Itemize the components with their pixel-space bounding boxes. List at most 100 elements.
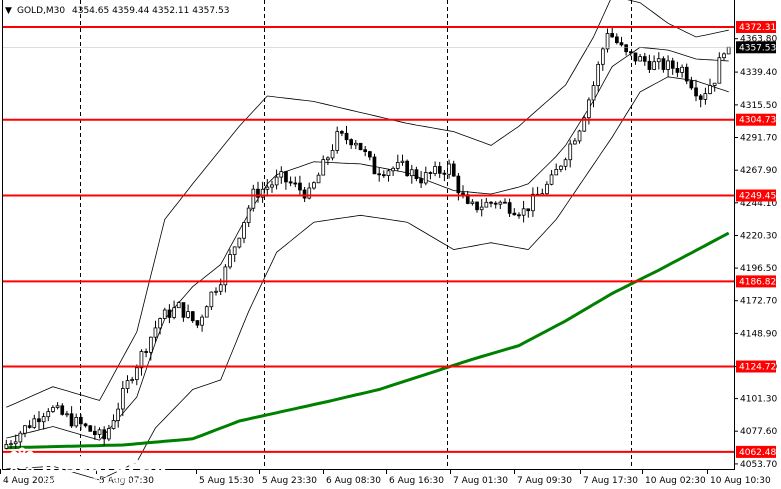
candle-body — [652, 61, 657, 70]
candle-body — [498, 201, 503, 205]
candle — [726, 46, 731, 55]
candle — [27, 420, 32, 429]
candle-body — [512, 212, 517, 216]
time-tick-label: 10 Aug 10:30 — [710, 476, 771, 486]
candle — [489, 201, 493, 208]
candle-body — [400, 160, 405, 163]
candle-body — [391, 167, 396, 172]
candle — [638, 53, 643, 62]
candle — [162, 307, 167, 320]
candle — [619, 36, 624, 47]
candle — [181, 302, 186, 322]
level-label-box — [736, 113, 776, 126]
candle — [610, 26, 615, 38]
candle-body — [680, 66, 684, 73]
candle — [559, 165, 563, 173]
candle — [51, 405, 55, 413]
candle — [423, 166, 428, 186]
price-tick-label: 4196.50 — [740, 264, 777, 274]
candle — [358, 142, 363, 151]
candle — [316, 172, 321, 184]
candle — [633, 52, 638, 65]
level-label-text: 4372.31 — [739, 23, 776, 33]
candle-body — [237, 237, 242, 248]
candle — [298, 175, 302, 196]
candle-body — [190, 311, 195, 322]
candle-body — [344, 132, 349, 141]
candle-body — [74, 416, 79, 427]
level-label-box — [736, 445, 776, 458]
candle-body — [88, 425, 93, 432]
candle-body — [601, 48, 605, 65]
candle-body — [451, 163, 456, 177]
candle-body — [493, 202, 498, 205]
candle-body — [461, 192, 465, 196]
candle-body — [298, 182, 302, 191]
candle — [344, 125, 349, 145]
time-tick-label: 4 Aug 2025 — [3, 476, 55, 486]
header-arrow-icon[interactable]: ▼ — [5, 6, 12, 16]
candle-body — [60, 405, 65, 415]
candle-body — [726, 46, 731, 55]
candle-body — [321, 159, 326, 176]
candle — [717, 52, 722, 84]
upper-band-line — [6, 0, 729, 408]
candle — [596, 61, 601, 92]
level-label-text: 4249.45 — [739, 192, 776, 202]
price-tick-label: 4267.90 — [740, 166, 777, 176]
candle — [708, 78, 712, 95]
candle — [703, 87, 708, 105]
candle-body — [642, 56, 647, 62]
candle — [512, 208, 517, 216]
candle — [97, 427, 102, 439]
candle — [722, 52, 726, 61]
candle-body — [288, 181, 293, 184]
candle — [79, 414, 83, 431]
candle — [377, 167, 382, 182]
candle-body — [624, 44, 629, 53]
candle — [209, 291, 214, 310]
price-tick-label: 4220.30 — [740, 232, 777, 242]
candle-body — [694, 87, 698, 97]
candle-body — [596, 64, 601, 87]
candle — [200, 314, 204, 332]
candle — [531, 187, 535, 217]
candle — [475, 201, 479, 213]
candle-body — [218, 284, 223, 292]
candle — [563, 157, 568, 171]
candle — [656, 52, 661, 70]
candle-body — [27, 425, 32, 428]
candle-body — [363, 149, 368, 152]
candle-body — [475, 201, 479, 211]
candle — [121, 380, 125, 417]
candle — [568, 139, 573, 168]
candle — [270, 180, 274, 193]
candle-body — [200, 316, 204, 326]
candle — [246, 205, 251, 227]
candle-body — [32, 418, 37, 428]
candle — [312, 181, 316, 190]
candle — [517, 212, 521, 219]
candle — [256, 181, 260, 203]
candle — [670, 57, 675, 75]
candle-body — [358, 142, 363, 151]
candle-body — [638, 56, 643, 62]
candle-body — [325, 157, 330, 161]
candle-body — [107, 428, 111, 440]
lower-band-line — [6, 76, 729, 481]
middle-band-line — [6, 46, 729, 441]
candle — [367, 150, 372, 161]
candle — [526, 208, 531, 218]
candle — [74, 413, 79, 428]
time-tick-label: 7 Aug 01:30 — [453, 476, 508, 486]
candle — [325, 156, 330, 165]
price-axis[interactable]: 4053.704077.604101.304124.704148.904172.… — [734, 35, 777, 470]
candle-body — [260, 188, 265, 198]
candle-body — [698, 95, 703, 100]
candle-body — [153, 327, 158, 338]
candle-body — [162, 309, 167, 320]
candle-body — [4, 443, 9, 449]
candle — [652, 55, 657, 71]
time-axis[interactable]: 4 Aug 2025 5 Aug 07:30 5 Aug 15:30 5 Aug 23… — [0, 469, 771, 486]
